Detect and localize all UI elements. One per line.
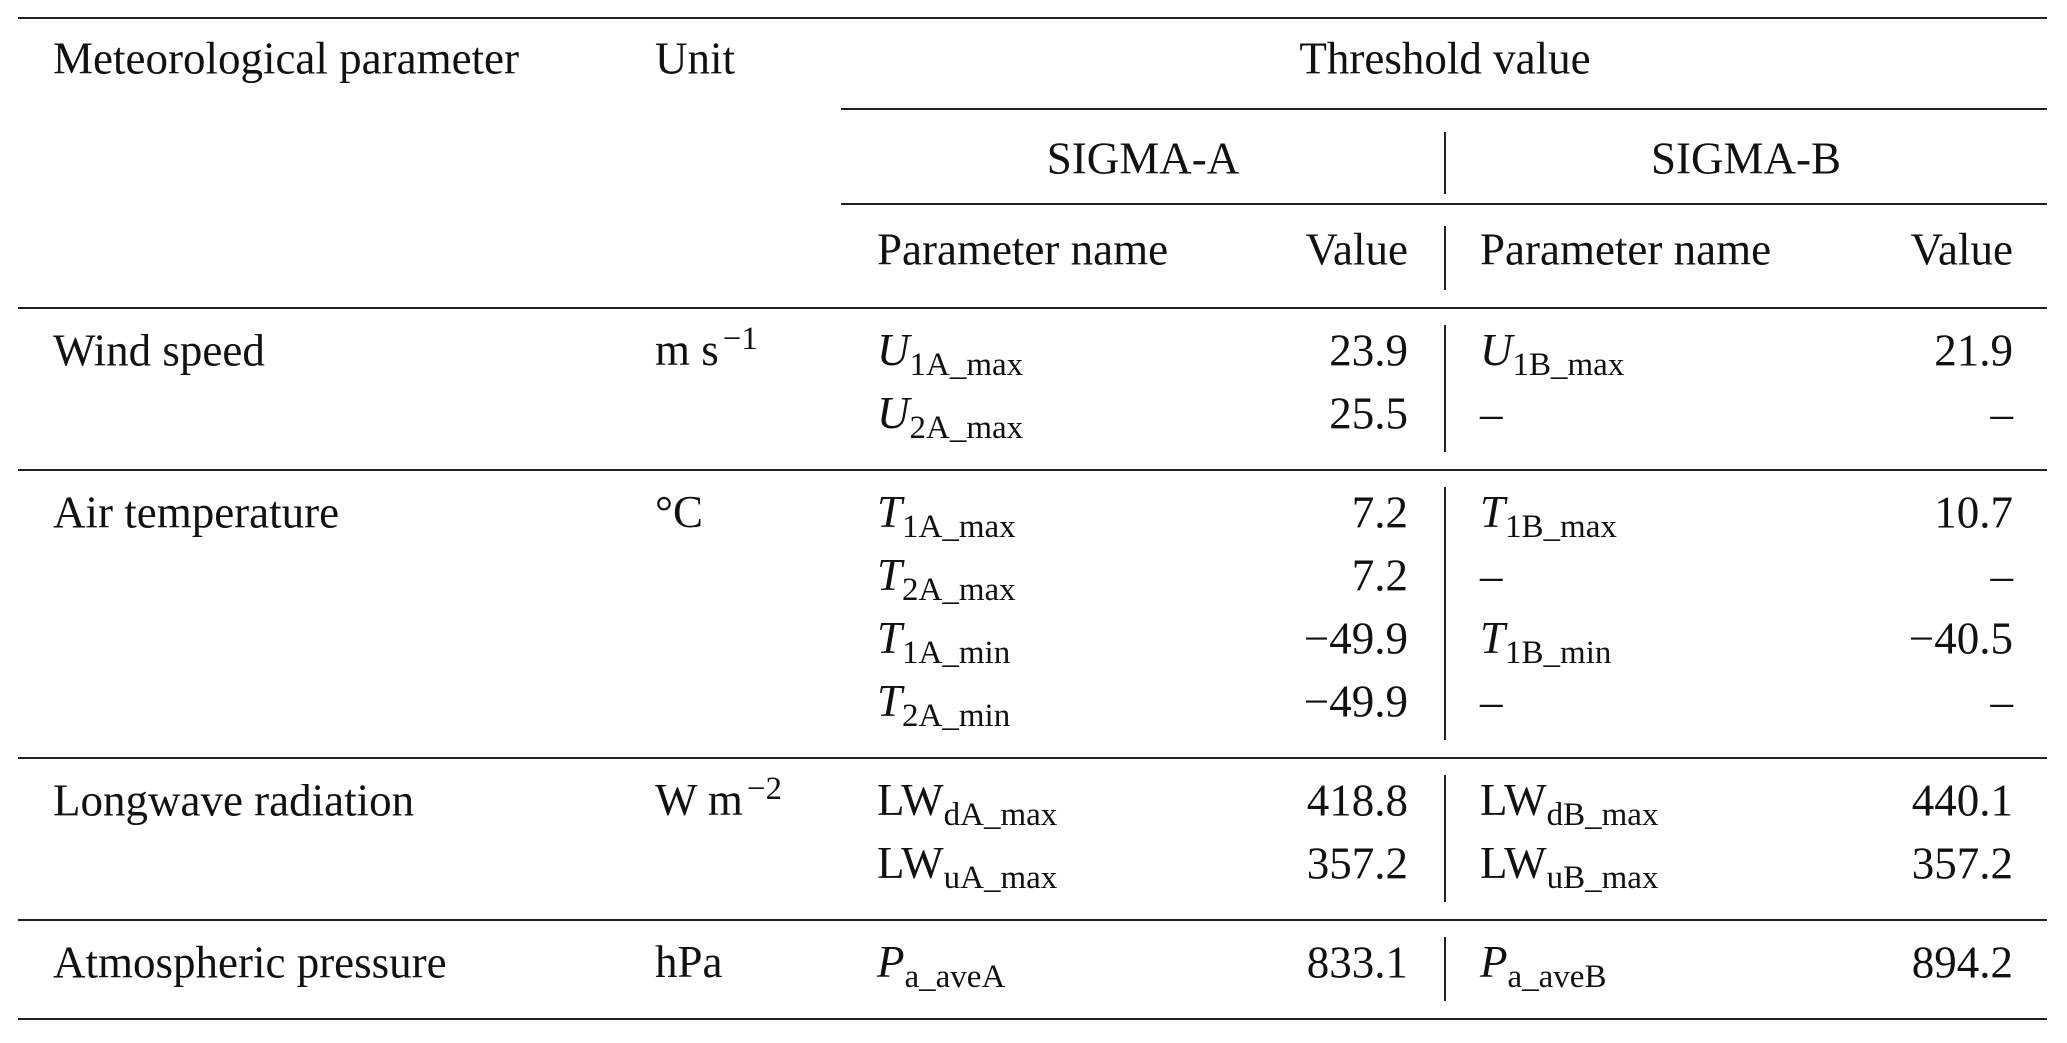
value: −40.5 <box>1909 613 2013 663</box>
param-name-base: LW <box>1480 838 1547 888</box>
unit-sup: −2 <box>747 771 782 807</box>
param-name: – <box>1479 388 1503 438</box>
param-name-base: T <box>1480 487 1508 537</box>
param-name: Pa_aveB <box>1479 937 1606 994</box>
value: 10.7 <box>1934 487 2013 537</box>
header: Parameter name <box>1480 224 1771 274</box>
param-name-sub: 1A_max <box>910 347 1024 383</box>
unit: m s −1 <box>655 321 758 376</box>
value: 357.2 <box>1912 838 2013 888</box>
param-name-sub: uB_max <box>1547 860 1659 896</box>
param-name-sub: 1A_max <box>902 509 1016 545</box>
value: 357.2 <box>1307 838 1408 888</box>
param-name-base: U <box>877 325 912 375</box>
header: SIGMA-B <box>1651 133 1841 183</box>
value: 23.9 <box>1329 325 1408 375</box>
param-name-sub: a_aveA <box>905 959 1006 995</box>
param-name-base: LW <box>877 838 944 888</box>
parameter: Atmospheric pressure <box>53 937 447 987</box>
param-name-base: U <box>1480 325 1515 375</box>
param-name-base: T <box>877 487 905 537</box>
value: 7.2 <box>1352 487 1408 537</box>
param-name-sub: 1B_min <box>1505 635 1611 671</box>
param-name: – <box>1479 676 1503 726</box>
param-name-base: U <box>877 388 912 438</box>
param-name-sub: uA_max <box>944 860 1058 896</box>
param-name-sub: dA_max <box>944 797 1058 833</box>
param-name: – <box>1479 550 1503 600</box>
param-name: U2A_max <box>877 388 1024 445</box>
value: 418.8 <box>1307 775 1408 825</box>
unit-base: hPa <box>655 937 723 987</box>
param-name-sub: dB_max <box>1547 797 1659 833</box>
param-name-sub: a_aveB <box>1508 959 1607 995</box>
value: – <box>1990 550 2014 600</box>
unit: °C <box>655 487 703 537</box>
value: 25.5 <box>1329 388 1408 438</box>
param-name-sub: 2A_max <box>902 572 1016 608</box>
param-name: Pa_aveA <box>876 937 1005 994</box>
parameter: Air temperature <box>53 487 339 537</box>
param-name: LWuA_max <box>877 838 1058 895</box>
header: Value <box>1911 224 2013 274</box>
param-name-base: LW <box>877 775 944 825</box>
value: 440.1 <box>1912 775 2013 825</box>
unit-base: W m <box>655 775 743 825</box>
param-name: T1A_max <box>877 487 1016 544</box>
param-name: LWdA_max <box>877 775 1058 832</box>
param-name-base: LW <box>1480 775 1547 825</box>
value: 833.1 <box>1307 937 1408 987</box>
unit: hPa <box>655 937 723 987</box>
value: −49.9 <box>1304 613 1408 663</box>
param-name-base: T <box>1480 613 1508 663</box>
param-name-base: P <box>1479 937 1508 987</box>
value: 7.2 <box>1352 550 1408 600</box>
param-name: LWuB_max <box>1480 838 1659 895</box>
param-name-base: T <box>877 676 905 726</box>
unit-base: °C <box>655 487 703 537</box>
param-name-sub: 2A_min <box>902 698 1010 734</box>
value: 21.9 <box>1934 325 2013 375</box>
header: Value <box>1306 224 1408 274</box>
header: Threshold value <box>1299 33 1590 83</box>
unit: W m −2 <box>655 771 782 826</box>
param-name: U1A_max <box>877 325 1024 382</box>
unit-sup: −1 <box>723 321 758 357</box>
param-name-base: T <box>877 550 905 600</box>
param-name: LWdB_max <box>1480 775 1659 832</box>
param-name: T2A_max <box>877 550 1016 607</box>
param-name: T1B_max <box>1480 487 1617 544</box>
parameter: Wind speed <box>53 325 265 375</box>
param-name-sub: 2A_max <box>910 410 1024 446</box>
param-name: T2A_min <box>877 676 1010 733</box>
param-name: U1B_max <box>1480 325 1625 382</box>
unit-base: m s <box>655 325 719 375</box>
value: 894.2 <box>1912 937 2013 987</box>
param-name-sub: 1B_max <box>1513 347 1625 383</box>
param-name: T1B_min <box>1480 613 1611 670</box>
header: Unit <box>655 33 736 83</box>
param-name-base: T <box>877 613 905 663</box>
param-name-sub: 1A_min <box>902 635 1010 671</box>
value: – <box>1990 676 2014 726</box>
param-name-base: P <box>876 937 905 987</box>
parameter: Longwave radiation <box>53 775 414 825</box>
header: Parameter name <box>877 224 1168 274</box>
param-name-sub: 1B_max <box>1505 509 1617 545</box>
header: Meteorological parameter <box>53 33 519 83</box>
header: SIGMA-A <box>1047 133 1240 183</box>
value: – <box>1990 388 2014 438</box>
value: −49.9 <box>1304 676 1408 726</box>
param-name: T1A_min <box>877 613 1010 670</box>
